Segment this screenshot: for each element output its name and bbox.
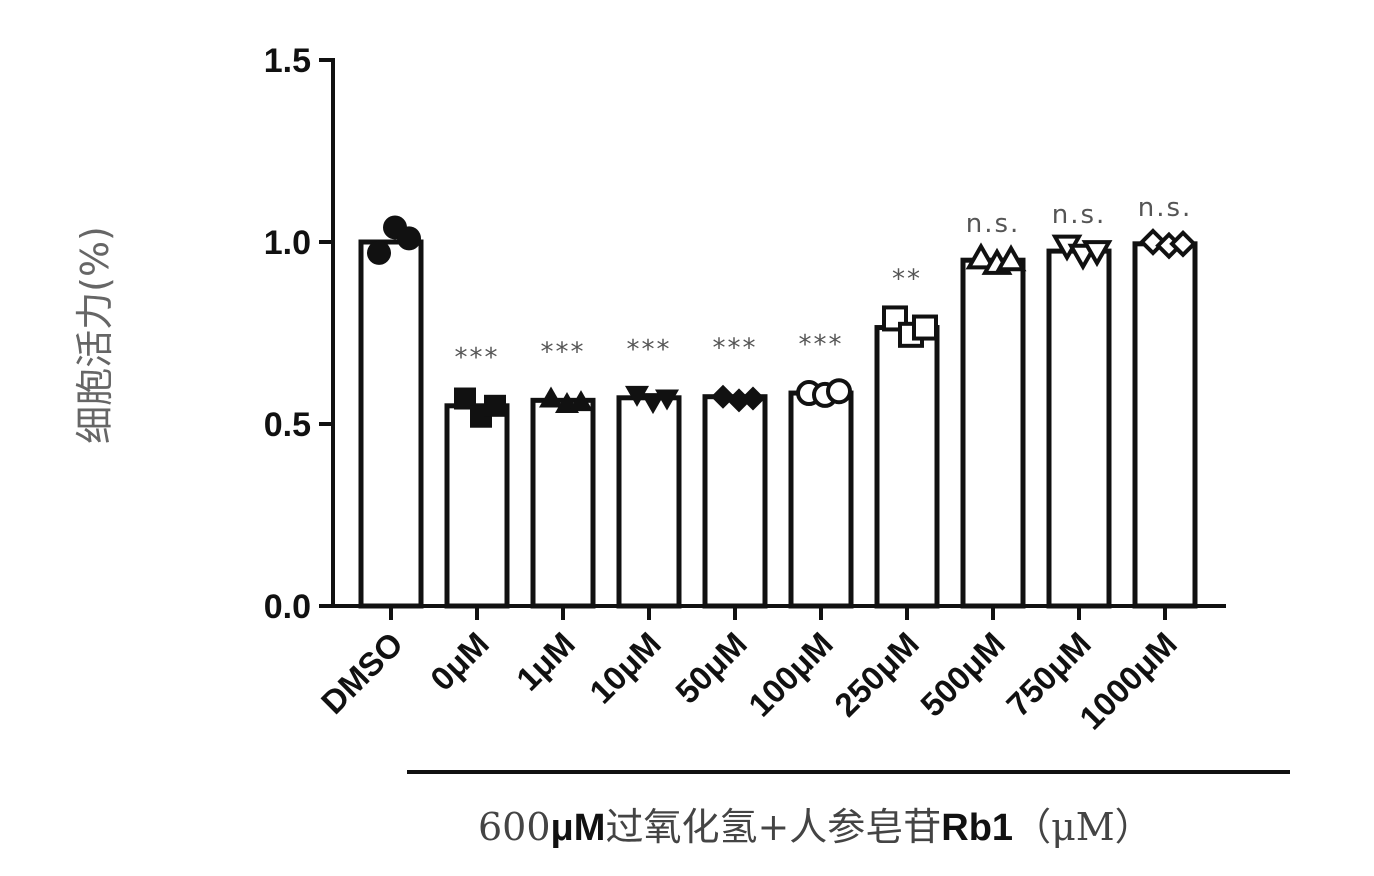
x-tick-label: 1μM	[509, 625, 582, 698]
x-tick-label: 1000μM	[1072, 625, 1184, 737]
bar	[616, 395, 682, 609]
bar	[1132, 241, 1198, 609]
group-label-prefix: 600	[478, 805, 551, 849]
y-tick-label: 1.5	[264, 42, 311, 80]
group-label-rb: Rb1	[941, 807, 1013, 849]
significance-label: ***	[713, 334, 758, 364]
significance-label: n.s.	[1052, 200, 1107, 230]
bar	[960, 257, 1026, 609]
data-point	[912, 314, 938, 341]
group-label-unit: μM	[551, 807, 606, 849]
significance-label: n.s.	[1138, 193, 1193, 223]
x-tick-label: DMSO	[314, 625, 410, 721]
significance-label: **	[892, 265, 922, 295]
bar	[874, 325, 940, 609]
bar	[702, 394, 768, 609]
x-tick-label: 500μM	[913, 625, 1012, 724]
data-point	[727, 388, 751, 413]
bar	[444, 403, 510, 609]
data-point	[741, 386, 765, 411]
data-point	[397, 226, 421, 251]
data-point	[1169, 229, 1197, 258]
data-point	[826, 378, 852, 405]
x-tick-label: 0μM	[423, 625, 496, 698]
data-point	[484, 394, 506, 417]
data-point	[539, 386, 563, 408]
data-point	[1081, 240, 1113, 268]
significance-label: ***	[627, 335, 672, 365]
y-tick-label: 0.0	[264, 588, 311, 626]
significance-label: n.s.	[966, 209, 1021, 239]
data-point	[367, 240, 391, 265]
data-point	[995, 244, 1027, 272]
data-point	[641, 393, 665, 415]
data-point	[711, 384, 735, 409]
data-point	[569, 390, 593, 412]
significance-label: ***	[799, 330, 844, 360]
bar	[530, 397, 596, 609]
x-tick-label: 250μM	[827, 625, 926, 724]
x-tick-label: 100μM	[741, 625, 840, 724]
points-layer	[367, 215, 1197, 428]
group-label-middle: 过氧化氢+人参皂苷	[605, 805, 941, 849]
significance-layer: *** *** *** *** *****n.s. n.s. n.s.	[455, 193, 1193, 373]
bars-layer	[358, 239, 1198, 609]
data-point	[965, 242, 997, 270]
bar	[788, 390, 854, 609]
bar	[358, 239, 424, 609]
y-axis-label: 细胞活力(%)	[73, 226, 117, 444]
group-label: 600μM过氧化氢+人参皂苷Rb1（μM）	[478, 805, 1153, 849]
significance-label: ***	[541, 337, 586, 367]
x-tick-label: 10μM	[582, 625, 668, 711]
significance-label: ***	[455, 343, 500, 373]
bar	[1046, 248, 1112, 609]
y-tick-label: 1.0	[264, 224, 311, 262]
y-tick-label: 0.5	[264, 406, 311, 444]
x-labels-layer: DMSO 0μM 1μM 10μM 50μM100μM250μM500μM750μM10…	[314, 625, 1184, 737]
group-label-suffix: （μM）	[1013, 805, 1153, 849]
data-point	[655, 389, 679, 411]
data-point	[454, 387, 476, 410]
data-point	[625, 385, 649, 407]
